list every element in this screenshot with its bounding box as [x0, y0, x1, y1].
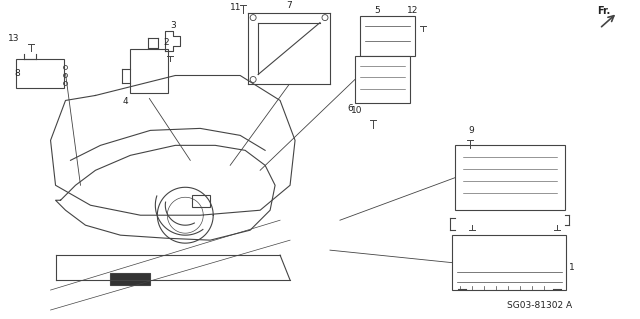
- Text: 8: 8: [15, 69, 20, 78]
- Text: 3: 3: [170, 21, 176, 30]
- FancyBboxPatch shape: [452, 235, 566, 290]
- FancyBboxPatch shape: [355, 56, 410, 103]
- FancyBboxPatch shape: [15, 58, 63, 88]
- Text: 5: 5: [374, 6, 380, 15]
- FancyBboxPatch shape: [455, 145, 564, 210]
- Text: 1: 1: [568, 263, 574, 272]
- FancyBboxPatch shape: [192, 195, 210, 207]
- Text: 6: 6: [347, 104, 353, 113]
- Text: 7: 7: [286, 1, 292, 10]
- Text: 2: 2: [163, 38, 169, 47]
- Text: 4: 4: [123, 97, 128, 106]
- FancyBboxPatch shape: [360, 16, 415, 56]
- Text: 10: 10: [351, 106, 363, 115]
- Text: 11: 11: [230, 3, 242, 12]
- Text: 9: 9: [469, 126, 475, 135]
- Text: SG03-81302 A: SG03-81302 A: [507, 300, 572, 309]
- Text: 12: 12: [407, 6, 419, 15]
- FancyBboxPatch shape: [111, 273, 150, 285]
- Text: 13: 13: [8, 34, 19, 43]
- FancyBboxPatch shape: [131, 48, 168, 93]
- Text: Fr.: Fr.: [596, 6, 610, 16]
